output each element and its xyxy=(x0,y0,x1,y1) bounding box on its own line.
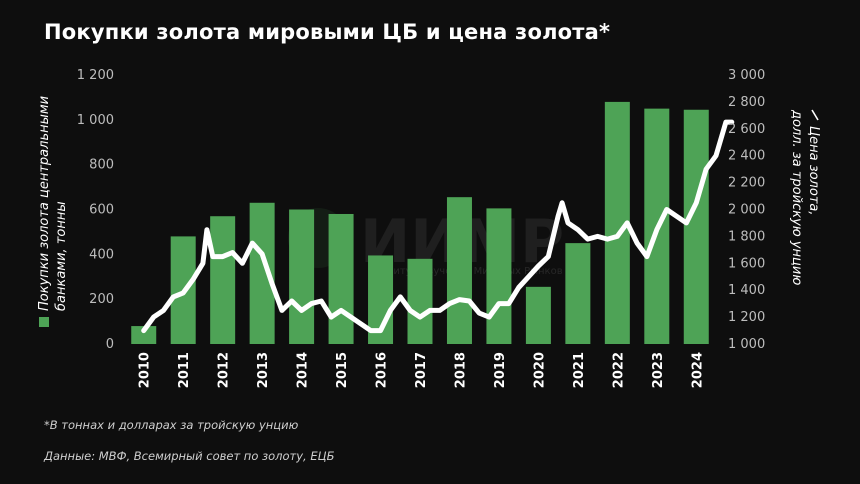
x-tick-label: 2022 xyxy=(611,352,626,388)
bar-2018 xyxy=(446,197,472,344)
right-tick-label: 1 000 xyxy=(728,337,765,352)
bar-2010 xyxy=(131,326,157,344)
x-axis-ticks: 2010 2011 2012 2013 2014 2015 2016 2017 2018 2019… xyxy=(138,352,706,388)
x-tick-label: 2023 xyxy=(651,352,666,388)
x-tick-label: 2018 xyxy=(453,352,468,388)
x-tick-label: 2019 xyxy=(493,352,508,388)
x-tick-label: 2013 xyxy=(256,352,271,388)
source-note: Данные: МВФ, Всемирный совет по золоту, … xyxy=(44,449,335,463)
right-tick-label: 3 000 xyxy=(728,68,765,83)
bar-2020 xyxy=(525,286,551,344)
bar-2024 xyxy=(683,109,709,344)
left-tick-label: 800 xyxy=(89,158,114,173)
left-axis-title-line2: банками, тонны xyxy=(54,201,69,311)
left-axis-legend: Покупки золота центральными банками, тон… xyxy=(37,96,69,327)
right-tick-label: 2 400 xyxy=(728,149,765,164)
x-tick-label: 2024 xyxy=(690,352,705,388)
right-tick-label: 1 600 xyxy=(728,256,765,271)
bar-2019 xyxy=(486,208,512,344)
right-tick-label: 2 800 xyxy=(728,95,765,110)
chart-title: Покупки золота мировыми ЦБ и цена золота… xyxy=(44,20,611,44)
bar-2012 xyxy=(210,216,236,344)
left-axis-ticks: 0 200 400 600 800 1 000 1 200 xyxy=(77,68,114,352)
right-tick-label: 2 000 xyxy=(728,203,765,218)
right-axis-title-line2: долл. за тройскую унцию xyxy=(789,109,804,285)
left-tick-label: 400 xyxy=(89,247,114,262)
left-tick-label: 200 xyxy=(89,292,114,307)
x-tick-label: 2014 xyxy=(296,352,311,388)
bar-2017 xyxy=(407,258,433,344)
left-axis-title-line1: Покупки золота центральными xyxy=(37,96,52,311)
right-tick-label: 1 400 xyxy=(728,283,765,298)
x-tick-label: 2017 xyxy=(414,352,429,388)
units-note: *В тоннах и долларах за тройскую унцию xyxy=(44,418,299,432)
x-tick-label: 2012 xyxy=(217,352,232,388)
bar-2014 xyxy=(289,209,315,344)
line-legend-swatch xyxy=(811,109,819,121)
left-tick-label: 1 000 xyxy=(77,113,114,128)
right-tick-label: 1 800 xyxy=(728,229,765,244)
right-axis-ticks: 1 000 1 200 1 400 1 600 1 800 2 000 2 200 2 400… xyxy=(728,68,765,352)
right-axis-legend: Цена золота, долл. за тройскую унцию xyxy=(789,109,821,285)
bar-legend-swatch xyxy=(39,317,49,327)
right-tick-label: 1 200 xyxy=(728,310,765,325)
x-tick-label: 2016 xyxy=(375,352,390,388)
x-tick-label: 2010 xyxy=(138,352,153,388)
x-tick-label: 2015 xyxy=(335,352,350,388)
left-tick-label: 600 xyxy=(89,203,114,218)
line-series xyxy=(141,119,735,334)
gold-price-line xyxy=(141,119,735,334)
left-tick-label: 0 xyxy=(106,337,114,352)
right-axis-title-line1: Цена золота, xyxy=(806,126,821,216)
bar-2015 xyxy=(328,213,354,344)
right-tick-label: 2 200 xyxy=(728,176,765,191)
left-tick-label: 1 200 xyxy=(77,68,114,83)
right-tick-label: 2 600 xyxy=(728,122,765,137)
x-tick-label: 2020 xyxy=(532,352,547,388)
x-tick-label: 2011 xyxy=(177,352,192,388)
bar-2021 xyxy=(565,243,591,344)
x-tick-label: 2021 xyxy=(572,352,587,388)
